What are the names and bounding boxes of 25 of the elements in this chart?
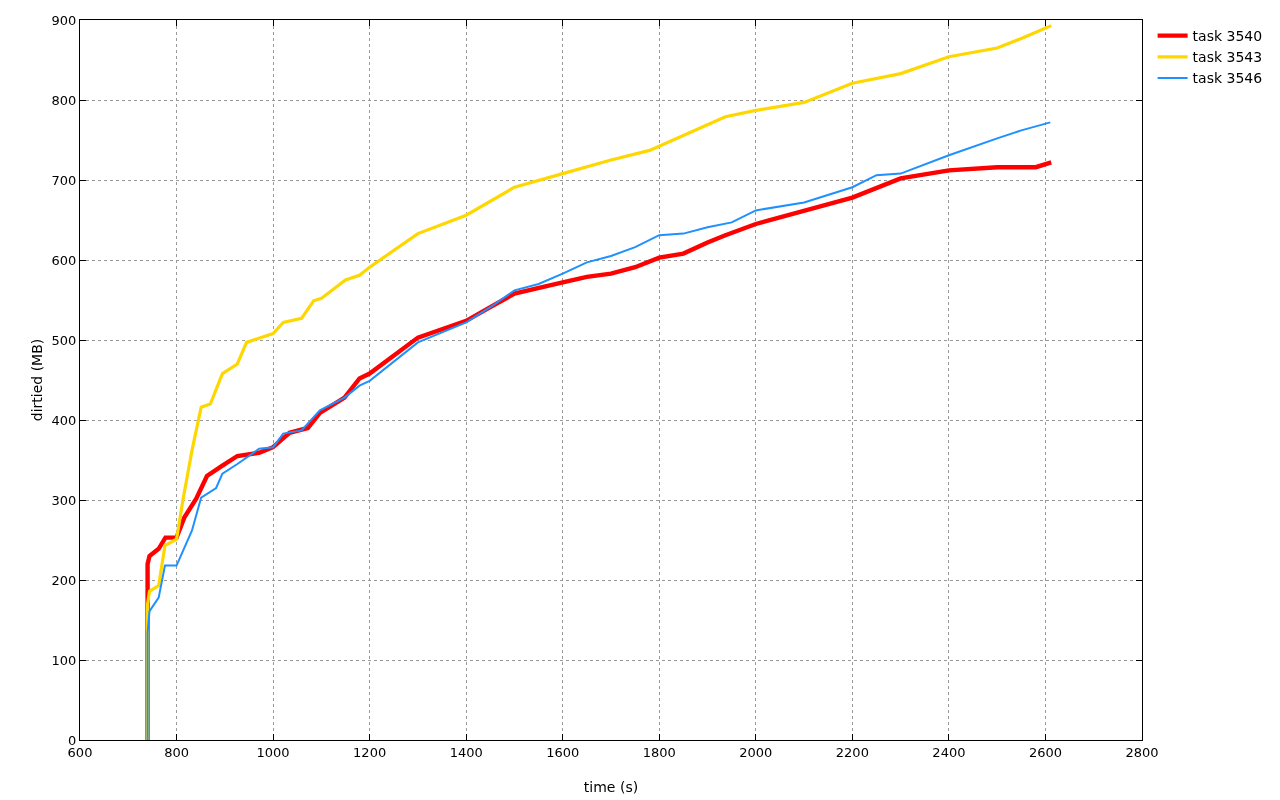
y-tick-label: 100 — [51, 652, 77, 668]
x-axis-title: time (s) — [583, 779, 639, 795]
y-tick-label: 800 — [51, 92, 77, 108]
y-tick-label: 600 — [51, 252, 77, 268]
y-tick-label: 900 — [51, 12, 77, 28]
y-tick-label: 300 — [51, 492, 77, 508]
y-tick-label: 400 — [51, 412, 77, 428]
x-tick-label: 2600 — [1028, 744, 1062, 760]
x-tick-label: 2400 — [932, 744, 966, 760]
y-tick-label: 700 — [51, 172, 77, 188]
legend-label: task 3546 — [1192, 70, 1263, 87]
x-tick-label: 1600 — [546, 744, 580, 760]
x-tick-label: 2800 — [1125, 744, 1159, 760]
y-axis-title: dirtied (MB) — [29, 338, 45, 422]
x-tick-label: 2200 — [835, 744, 869, 760]
x-tick-label: 1200 — [353, 744, 387, 760]
x-tick-label: 2000 — [739, 744, 773, 760]
x-tick-label: 1800 — [642, 744, 676, 760]
x-tick-label: 1400 — [449, 744, 483, 760]
y-tick-label: 200 — [51, 572, 77, 588]
x-tick-label: 1000 — [256, 744, 290, 760]
y-tick-label: 500 — [51, 332, 77, 348]
x-tick-label: 800 — [164, 744, 189, 760]
legend-label: task 3543 — [1192, 49, 1263, 66]
legend-label: task 3540 — [1192, 28, 1263, 45]
